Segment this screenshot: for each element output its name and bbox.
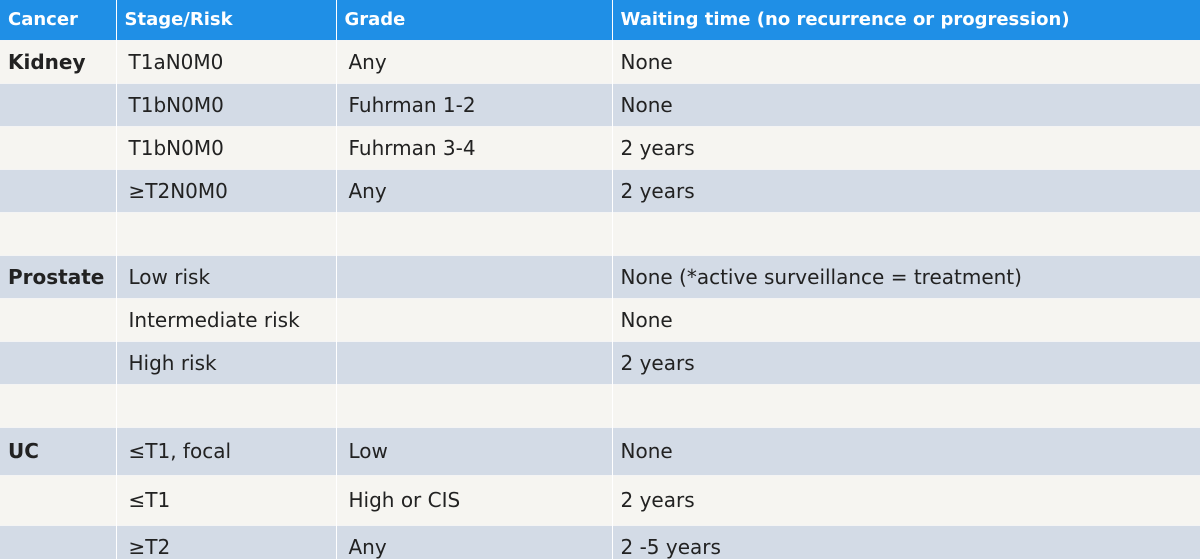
cell-stage xyxy=(115,383,336,427)
cell-stage: Intermediate risk xyxy=(115,297,336,341)
cell-stage: ≤T1 xyxy=(115,474,336,525)
cell-grade: Any xyxy=(335,524,612,559)
cell-stage xyxy=(115,211,336,255)
cell-waiting: 2 years xyxy=(611,168,1200,212)
table-row-spacer xyxy=(0,383,1200,427)
header-stage-risk: Stage/Risk xyxy=(115,0,336,40)
cell-grade xyxy=(335,297,612,341)
cell-stage: ≤T1, focal xyxy=(115,426,336,475)
table-row-spacer xyxy=(0,211,1200,255)
cell-waiting: 2 years xyxy=(611,125,1200,169)
cell-grade xyxy=(335,383,612,427)
cell-waiting: None xyxy=(611,82,1200,126)
cell-cancer xyxy=(0,125,116,169)
table-row: T1bN0M0 Fuhrman 1-2 None xyxy=(0,82,1200,126)
table-row: ≥T2N0M0 Any 2 years xyxy=(0,168,1200,212)
cell-waiting xyxy=(611,211,1200,255)
cell-grade xyxy=(335,340,612,384)
cell-grade: Any xyxy=(335,168,612,212)
cell-cancer xyxy=(0,297,116,341)
cell-cancer xyxy=(0,340,116,384)
table-row: Intermediate risk None xyxy=(0,297,1200,341)
cell-stage: T1bN0M0 xyxy=(115,125,336,169)
cell-cancer xyxy=(0,82,116,126)
cell-cancer: UC xyxy=(0,426,116,475)
table-header-row: Cancer Stage/Risk Grade Waiting time (no… xyxy=(0,0,1200,40)
header-grade: Grade xyxy=(335,0,612,40)
cell-grade: Low xyxy=(335,426,612,475)
table-row: Kidney T1aN0M0 Any None xyxy=(0,39,1200,83)
cell-cancer xyxy=(0,211,116,255)
cell-cancer: Kidney xyxy=(0,39,116,83)
table-row: Prostate Low risk None (*active surveill… xyxy=(0,254,1200,298)
cell-waiting: 2 years xyxy=(611,474,1200,525)
table-row: UC ≤T1, focal Low None xyxy=(0,426,1200,475)
header-waiting-time: Waiting time (no recurrence or progressi… xyxy=(611,0,1200,40)
cell-stage: T1aN0M0 xyxy=(115,39,336,83)
cell-waiting: None (*active surveillance = treatment) xyxy=(611,254,1200,298)
cell-waiting: None xyxy=(611,39,1200,83)
cell-waiting: 2 -5 years xyxy=(611,524,1200,559)
cell-waiting: 2 years xyxy=(611,340,1200,384)
table-row: ≤T1 High or CIS 2 years xyxy=(0,474,1200,525)
cell-grade: Fuhrman 1-2 xyxy=(335,82,612,126)
table-row: ≥T2 Any 2 -5 years xyxy=(0,524,1200,559)
cell-stage: ≥T2 xyxy=(115,524,336,559)
cell-cancer xyxy=(0,383,116,427)
cell-stage: High risk xyxy=(115,340,336,384)
cell-grade xyxy=(335,211,612,255)
cell-cancer xyxy=(0,168,116,212)
cell-grade: Any xyxy=(335,39,612,83)
cell-grade: High or CIS xyxy=(335,474,612,525)
cell-stage: ≥T2N0M0 xyxy=(115,168,336,212)
cell-stage: Low risk xyxy=(115,254,336,298)
table-row: High risk 2 years xyxy=(0,340,1200,384)
cell-waiting: None xyxy=(611,426,1200,475)
cell-cancer: Prostate xyxy=(0,254,116,298)
cell-cancer xyxy=(0,524,116,559)
cell-stage: T1bN0M0 xyxy=(115,82,336,126)
cell-grade: Fuhrman 3-4 xyxy=(335,125,612,169)
header-cancer: Cancer xyxy=(0,0,116,40)
cell-waiting: None xyxy=(611,297,1200,341)
cell-cancer xyxy=(0,474,116,525)
cell-grade xyxy=(335,254,612,298)
table-row: T1bN0M0 Fuhrman 3-4 2 years xyxy=(0,125,1200,169)
cell-waiting xyxy=(611,383,1200,427)
